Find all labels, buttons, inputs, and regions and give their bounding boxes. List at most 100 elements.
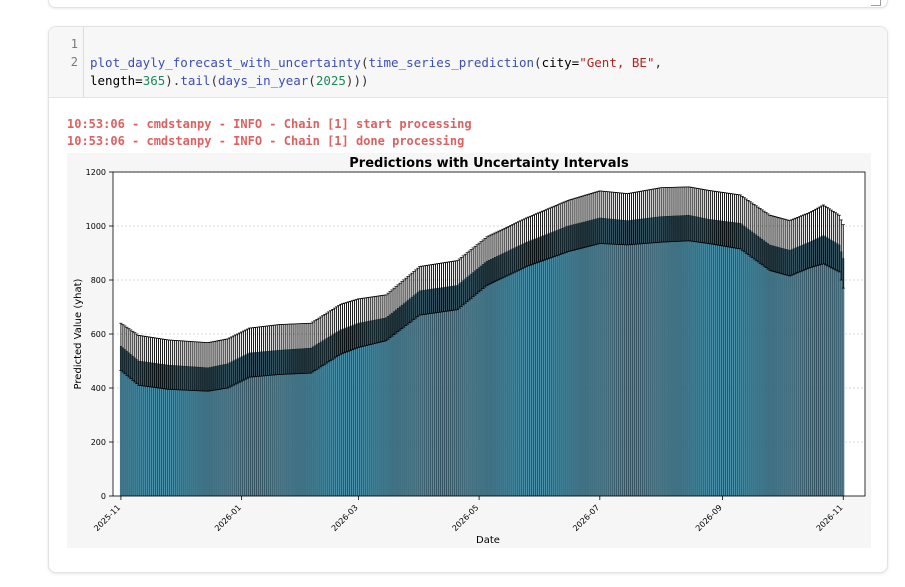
bar [488, 259, 490, 497]
cell-output: 10:53:06 - cmdstanpy - INFO - Chain [1] … [49, 97, 887, 572]
bar [796, 246, 799, 497]
code-token: time_series_prediction [368, 55, 535, 70]
bar [393, 311, 395, 497]
code-token: ( [360, 55, 369, 70]
bar [468, 275, 471, 497]
bar [480, 265, 483, 497]
bar [561, 228, 564, 497]
y-tick-label: 1000 [86, 222, 106, 231]
bar [444, 286, 447, 497]
chart-title: Predictions with Uncertainty Intervals [349, 156, 629, 171]
bar [640, 218, 643, 497]
bar [620, 219, 623, 497]
bar [424, 289, 427, 497]
bar [555, 230, 558, 497]
bar [495, 256, 498, 497]
y-tick-label: 600 [91, 330, 106, 339]
bar [541, 235, 544, 497]
bar [436, 288, 439, 497]
bar [499, 254, 502, 497]
bar [513, 247, 516, 497]
code-token: ))) [345, 73, 369, 88]
bar [788, 250, 791, 497]
bar [832, 241, 835, 497]
bar [484, 262, 487, 497]
bar [398, 306, 401, 497]
bar [569, 225, 572, 497]
code-token: 2025 [315, 73, 346, 88]
line-number: 1 [70, 37, 78, 51]
bar [440, 287, 443, 497]
line-number-gutter: 1 2 [49, 27, 82, 97]
bar [747, 228, 750, 497]
bar [658, 216, 661, 497]
bar [369, 320, 372, 497]
bar [563, 227, 566, 497]
bar [511, 248, 514, 497]
bar [721, 220, 724, 497]
code-token: tail [180, 73, 211, 88]
bar [460, 281, 463, 497]
bar [547, 233, 550, 497]
bar [519, 244, 522, 497]
bar [662, 216, 665, 497]
bar [422, 290, 425, 497]
bar [759, 237, 762, 497]
bar [842, 258, 845, 497]
bar [820, 236, 823, 497]
code-editor[interactable]: 1 2 plot_dayly_forecast_with_uncertainty… [49, 27, 887, 98]
bar [539, 236, 542, 497]
bar [557, 229, 560, 497]
bar [650, 217, 653, 497]
bar [701, 217, 704, 497]
bar [757, 236, 760, 497]
bar [808, 242, 811, 497]
bar [697, 217, 700, 497]
bar [798, 246, 801, 497]
bar [830, 240, 833, 497]
bar [434, 288, 437, 497]
bar [838, 244, 841, 497]
bar [408, 298, 411, 497]
bar [571, 224, 574, 497]
code-text[interactable]: plot_dayly_forecast_with_uncertainty(tim… [83, 27, 887, 97]
bar [383, 318, 386, 497]
bar [575, 223, 578, 497]
bar [418, 290, 421, 497]
previous-cell [48, 0, 888, 8]
bar [624, 220, 627, 497]
notebook-cell[interactable]: 1 2 plot_dayly_forecast_with_uncertainty… [48, 26, 888, 573]
bar [594, 218, 597, 497]
bar [610, 218, 613, 497]
bar [559, 228, 562, 497]
bar [814, 239, 817, 497]
bar [628, 220, 631, 497]
bar [612, 219, 615, 497]
bar [802, 244, 805, 497]
bar [822, 235, 825, 497]
bar [723, 221, 726, 497]
bar [765, 241, 768, 497]
bar [693, 216, 696, 497]
bar [773, 245, 775, 497]
cell-toggle-icon[interactable] [871, 0, 881, 6]
bar [719, 220, 722, 497]
bar [525, 242, 528, 497]
bar [660, 216, 663, 497]
bar [379, 318, 382, 497]
bar [638, 218, 641, 497]
bar [428, 289, 431, 497]
bar [622, 220, 625, 497]
bar [464, 278, 467, 497]
bar [406, 300, 409, 497]
bar [711, 219, 714, 497]
error-bars [119, 186, 845, 392]
bar [432, 288, 435, 497]
bar [478, 267, 481, 497]
bar [553, 231, 556, 497]
bar [466, 277, 469, 497]
bar [583, 221, 585, 497]
bar [664, 216, 667, 497]
bar [713, 219, 716, 497]
bar [442, 287, 445, 497]
